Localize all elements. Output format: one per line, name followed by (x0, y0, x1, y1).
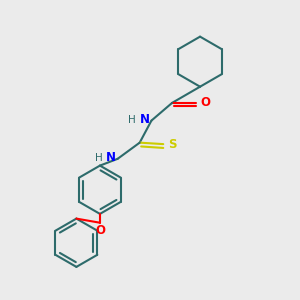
Text: N: N (140, 113, 150, 126)
Text: S: S (168, 138, 176, 151)
Text: O: O (200, 96, 210, 110)
Text: H: H (128, 115, 136, 125)
Text: N: N (106, 152, 116, 164)
Text: O: O (95, 224, 105, 237)
Text: H: H (94, 153, 102, 163)
